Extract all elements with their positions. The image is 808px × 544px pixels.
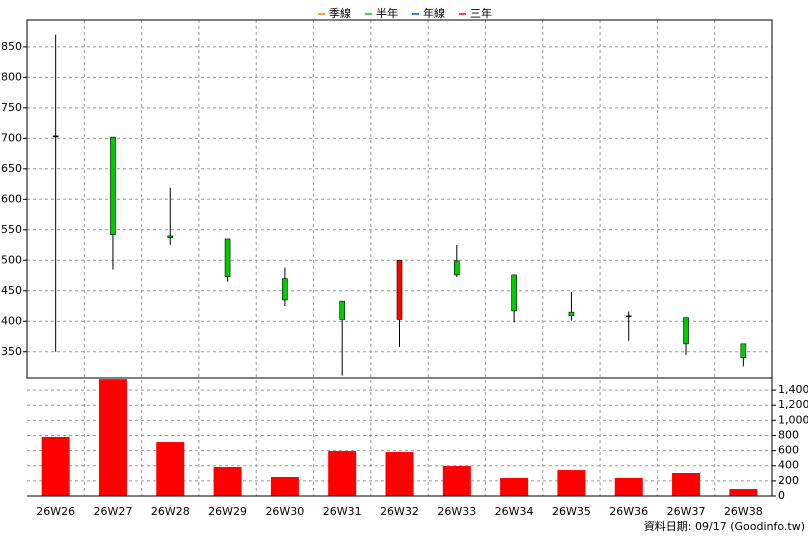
candle-body bbox=[52, 135, 59, 138]
candle-body bbox=[224, 238, 231, 278]
x-tick-label: 26W31 bbox=[323, 505, 362, 518]
y-tick-label: 450 bbox=[1, 284, 22, 297]
volume-bar bbox=[442, 466, 471, 496]
legend-label: 三年 bbox=[470, 6, 492, 20]
y2-tick-label: 400 bbox=[778, 459, 799, 472]
x-tick-label: 26W36 bbox=[609, 505, 648, 518]
volume-bar bbox=[156, 442, 185, 496]
candle-body bbox=[568, 311, 575, 317]
y-tick-label: 400 bbox=[1, 314, 22, 327]
volume-bar bbox=[41, 437, 70, 496]
y2-tick-label: 1,000 bbox=[778, 413, 808, 426]
candle-body bbox=[167, 235, 174, 239]
price-frame bbox=[26, 19, 773, 379]
volume-bar bbox=[500, 477, 529, 496]
y-tick-label: 800 bbox=[1, 70, 22, 83]
y-tick-label: 850 bbox=[1, 40, 22, 53]
volume-bar bbox=[729, 489, 758, 496]
candle-body bbox=[282, 278, 288, 301]
x-tick-label: 26W38 bbox=[724, 505, 763, 518]
legend-label: 季線 bbox=[329, 6, 351, 20]
data-date-note: 資料日期: 09/17 (Goodinfo.tw) bbox=[644, 519, 805, 533]
x-tick-label: 26W32 bbox=[380, 505, 419, 518]
y-tick-label: 600 bbox=[1, 192, 22, 205]
x-tick-label: 26W29 bbox=[208, 505, 247, 518]
y2-tick-label: 0 bbox=[778, 489, 785, 502]
volume-bar bbox=[328, 451, 357, 496]
candle-body bbox=[110, 136, 116, 235]
x-tick-label: 26W26 bbox=[36, 505, 75, 518]
x-tick-label: 26W28 bbox=[151, 505, 190, 518]
y2-tick-label: 800 bbox=[778, 428, 799, 441]
y2-tick-label: 1,400 bbox=[778, 383, 808, 396]
y-tick-label: 700 bbox=[1, 131, 22, 144]
x-tick-label: 26W27 bbox=[94, 505, 133, 518]
y-tick-label: 650 bbox=[1, 162, 22, 175]
x-tick-label: 26W35 bbox=[552, 505, 591, 518]
candle-body bbox=[625, 315, 632, 318]
y2-tick-label: 1,200 bbox=[778, 398, 808, 411]
y-tick-label: 750 bbox=[1, 101, 22, 114]
volume-bar bbox=[557, 470, 586, 496]
candle-body bbox=[396, 259, 403, 320]
x-tick-label: 26W34 bbox=[495, 505, 534, 518]
volume-bar bbox=[213, 467, 242, 496]
candle-body bbox=[454, 260, 460, 276]
candle-body bbox=[511, 274, 517, 312]
candle-body bbox=[740, 343, 747, 359]
y-tick-label: 350 bbox=[1, 345, 22, 358]
x-tick-label: 26W30 bbox=[265, 505, 304, 518]
legend-label: 年線 bbox=[423, 6, 445, 20]
x-tick-label: 26W37 bbox=[667, 505, 706, 518]
volume-bar bbox=[98, 379, 127, 496]
candle-body bbox=[339, 300, 345, 320]
volume-bar bbox=[270, 477, 299, 496]
volume-bar bbox=[385, 452, 414, 496]
legend-label: 半年 bbox=[376, 6, 398, 20]
candle-body bbox=[683, 317, 689, 345]
y-tick-label: 550 bbox=[1, 223, 22, 236]
y2-tick-label: 200 bbox=[778, 474, 799, 487]
x-tick-label: 26W33 bbox=[437, 505, 476, 518]
y2-tick-label: 600 bbox=[778, 444, 799, 457]
volume-bar bbox=[614, 477, 643, 496]
volume-bar bbox=[672, 473, 701, 496]
y-tick-label: 500 bbox=[1, 253, 22, 266]
